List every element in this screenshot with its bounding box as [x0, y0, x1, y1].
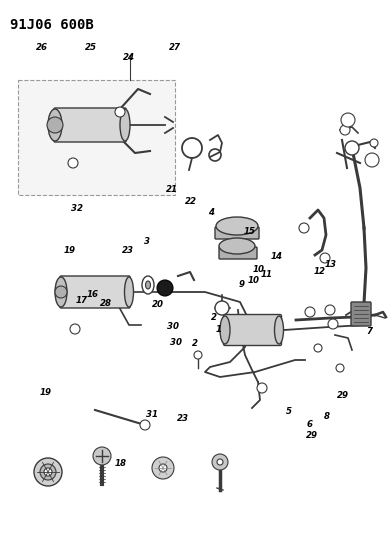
- Circle shape: [299, 223, 309, 233]
- Circle shape: [40, 464, 56, 480]
- Circle shape: [370, 139, 378, 147]
- Ellipse shape: [216, 217, 258, 235]
- Circle shape: [341, 113, 355, 127]
- Circle shape: [93, 447, 111, 465]
- Circle shape: [314, 344, 322, 352]
- Text: 27: 27: [169, 44, 181, 52]
- Ellipse shape: [145, 281, 151, 289]
- Text: 28: 28: [100, 300, 112, 308]
- Circle shape: [336, 364, 344, 372]
- Text: 11: 11: [261, 270, 272, 279]
- Text: 21: 21: [166, 185, 177, 193]
- Circle shape: [215, 301, 229, 315]
- Text: 29: 29: [337, 391, 349, 400]
- Circle shape: [212, 454, 228, 470]
- Ellipse shape: [220, 316, 230, 344]
- Circle shape: [257, 383, 267, 393]
- Circle shape: [34, 458, 62, 486]
- Text: 12: 12: [314, 268, 326, 276]
- Circle shape: [325, 305, 335, 315]
- Text: 2: 2: [192, 340, 198, 348]
- Text: 26: 26: [36, 44, 48, 52]
- Text: 13: 13: [325, 261, 337, 269]
- Ellipse shape: [48, 109, 62, 141]
- Text: 29: 29: [306, 432, 318, 440]
- Text: 32: 32: [71, 205, 83, 213]
- Polygon shape: [18, 80, 175, 195]
- Ellipse shape: [120, 109, 130, 141]
- Text: 30: 30: [167, 322, 179, 330]
- FancyBboxPatch shape: [351, 302, 371, 326]
- Text: 14: 14: [271, 252, 283, 261]
- Circle shape: [70, 324, 80, 334]
- Text: 19: 19: [40, 388, 52, 397]
- Circle shape: [194, 351, 202, 359]
- Circle shape: [365, 153, 379, 167]
- Text: 7: 7: [367, 327, 373, 336]
- Text: 22: 22: [185, 197, 197, 206]
- Text: 5: 5: [285, 407, 292, 416]
- Circle shape: [44, 468, 52, 476]
- Circle shape: [217, 459, 223, 465]
- FancyBboxPatch shape: [60, 276, 130, 308]
- Circle shape: [68, 158, 78, 168]
- Circle shape: [340, 125, 350, 135]
- Text: 31: 31: [146, 410, 158, 419]
- Circle shape: [159, 464, 167, 472]
- Text: 19: 19: [64, 246, 75, 255]
- Text: 17: 17: [76, 296, 88, 304]
- Ellipse shape: [275, 316, 284, 344]
- Text: 20: 20: [152, 301, 164, 309]
- Circle shape: [305, 307, 315, 317]
- Text: 16: 16: [87, 290, 99, 298]
- FancyBboxPatch shape: [223, 314, 282, 345]
- Text: 9: 9: [239, 280, 245, 288]
- Text: 10: 10: [248, 277, 260, 285]
- Circle shape: [140, 420, 150, 430]
- Circle shape: [152, 457, 174, 479]
- Text: 18: 18: [115, 459, 127, 468]
- Ellipse shape: [124, 277, 133, 307]
- Text: 1: 1: [215, 325, 222, 334]
- FancyBboxPatch shape: [215, 227, 259, 239]
- Circle shape: [320, 253, 330, 263]
- Text: 30: 30: [170, 338, 181, 346]
- Text: 8: 8: [324, 413, 330, 421]
- Circle shape: [115, 107, 125, 117]
- Text: 91J06 600B: 91J06 600B: [10, 18, 94, 32]
- Circle shape: [47, 117, 63, 133]
- FancyBboxPatch shape: [54, 108, 126, 142]
- Text: 15: 15: [244, 228, 255, 236]
- Text: 23: 23: [177, 414, 189, 423]
- Text: 4: 4: [207, 208, 214, 216]
- Ellipse shape: [219, 238, 255, 254]
- Text: 24: 24: [123, 53, 135, 62]
- Text: 2: 2: [211, 313, 217, 322]
- Circle shape: [55, 286, 67, 298]
- Text: 23: 23: [122, 246, 134, 255]
- Ellipse shape: [55, 277, 67, 307]
- Text: 25: 25: [85, 44, 97, 52]
- Text: 6: 6: [306, 420, 312, 429]
- Text: 3: 3: [144, 237, 150, 246]
- Text: 10: 10: [253, 265, 264, 273]
- Ellipse shape: [142, 276, 154, 294]
- Circle shape: [345, 141, 359, 155]
- Circle shape: [157, 280, 173, 296]
- FancyBboxPatch shape: [219, 247, 257, 259]
- Circle shape: [328, 319, 338, 329]
